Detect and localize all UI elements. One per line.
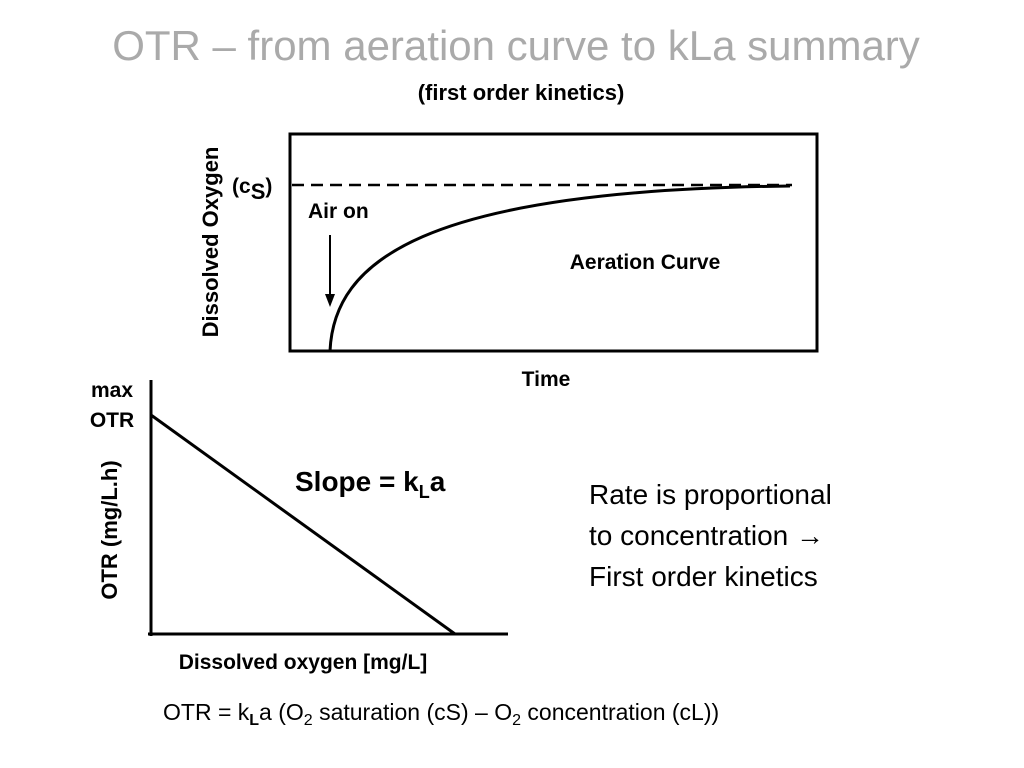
cs-part: ): [265, 175, 272, 198]
equation-subscript: 2: [512, 712, 521, 729]
slope-subscript: L: [419, 482, 430, 502]
x-axis-label: Time: [522, 368, 571, 391]
otr-line: [150, 413, 456, 636]
max-label: OTR: [90, 409, 134, 432]
equation-part: a (O: [259, 699, 304, 725]
y-axis-label: Dissolved Oxygen: [198, 147, 223, 338]
air-on-label: Air on: [308, 200, 369, 223]
note-line: First order kinetics: [589, 561, 818, 592]
equation-subscript: 2: [304, 712, 313, 729]
equation-part: concentration (cL)): [521, 699, 719, 725]
aeration-curve: [328, 184, 791, 352]
slope-part: Slope = k: [295, 466, 419, 497]
arrow-head: [325, 294, 335, 307]
cs-subscript: S: [251, 179, 266, 204]
plot-frame: [288, 132, 819, 353]
equation: OTR = kLa (O2 saturation (cS) – O2 conce…: [163, 699, 719, 729]
max-label: max: [91, 379, 133, 402]
note-line: to concentration →: [589, 520, 824, 551]
subtitle: (first order kinetics): [418, 80, 625, 105]
x-axis-label: Dissolved oxygen [mg/L]: [179, 651, 428, 674]
slope-part: a: [430, 466, 446, 497]
note-line: Rate is proportional: [589, 479, 832, 510]
slope-label: Slope = kLa: [295, 466, 446, 502]
cs-part: (c: [232, 175, 251, 198]
slide-title: OTR – from aeration curve to kLa summary: [112, 22, 920, 69]
equation-part: OTR = k: [163, 699, 250, 725]
cs-label: (cS): [232, 175, 272, 204]
curve-label: Aeration Curve: [570, 251, 721, 274]
equation-part: saturation (cS) – O: [313, 699, 512, 725]
equation-subscript: L: [249, 712, 259, 729]
y-axis-label: OTR (mg/L.h): [97, 460, 122, 599]
